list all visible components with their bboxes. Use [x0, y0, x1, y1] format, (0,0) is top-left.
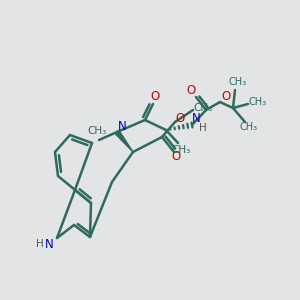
Text: O: O — [171, 151, 181, 164]
Text: N: N — [45, 238, 53, 251]
Text: CH₃: CH₃ — [229, 77, 247, 87]
Text: O: O — [221, 89, 231, 103]
Text: H: H — [199, 123, 207, 133]
Text: CH₃: CH₃ — [249, 97, 267, 107]
Text: CH₃: CH₃ — [240, 122, 258, 132]
Text: CH₃: CH₃ — [171, 145, 190, 155]
Text: O: O — [186, 83, 196, 97]
Text: N: N — [118, 121, 126, 134]
Text: O: O — [176, 112, 184, 124]
Polygon shape — [115, 130, 133, 152]
Text: H: H — [36, 239, 44, 249]
Text: CH₃: CH₃ — [194, 103, 213, 113]
Text: N: N — [192, 112, 200, 125]
Text: O: O — [150, 91, 160, 103]
Text: CH₃: CH₃ — [87, 126, 106, 136]
